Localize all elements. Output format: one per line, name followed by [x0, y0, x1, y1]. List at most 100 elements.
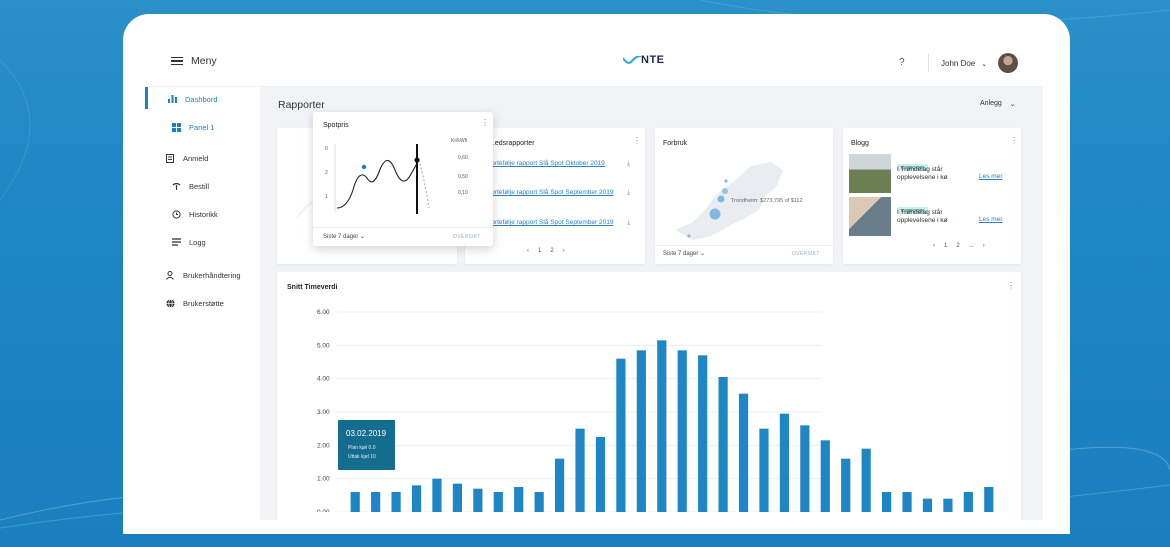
read-more-link[interactable]: Les mer [979, 216, 1003, 223]
top-bar: Meny NTE ? John Doe ⌄ [145, 40, 1043, 87]
y-tick-label: 3.00 [317, 409, 330, 416]
chart-bar[interactable] [554, 458, 565, 512]
chart-bar[interactable] [943, 498, 953, 512]
blog-tag: KATEGORI [897, 199, 928, 217]
forbruk-title: Forbruk [663, 140, 688, 147]
next-page-icon[interactable]: › [982, 243, 985, 249]
period-label: Siste 7 dager [663, 251, 699, 257]
page-ellipsis[interactable]: ... [968, 243, 974, 249]
next-page-icon[interactable]: › [562, 248, 565, 254]
page-2[interactable]: 2 [956, 243, 960, 249]
sidebar-item-label: Panel 1 [189, 122, 215, 132]
download-icon[interactable]: ⤓ [627, 219, 631, 226]
sidebar-item-label: Brukerstøtte [183, 298, 224, 308]
chart-bar[interactable] [963, 492, 973, 512]
forbruk-card: Forbruk Trondheim: $273,795 of $112 Sist… [655, 128, 833, 264]
prev-page-icon[interactable]: ‹ [933, 243, 935, 249]
read-more-link[interactable]: Les mer [979, 173, 1003, 180]
chart-bar[interactable] [575, 428, 585, 512]
active-indicator [145, 87, 148, 109]
report-link-3[interactable]: Portefølje rapport Slå Spot September 20… [487, 219, 614, 226]
download-icon[interactable]: ⤓ [627, 160, 631, 167]
chevron-down-icon: ⌄ [700, 251, 706, 257]
tooltip-line-2: Uttak kjøl 10 [348, 454, 376, 460]
oversikt-link[interactable]: OVERSIKT [792, 251, 820, 257]
period-select[interactable]: Siste 7 dager ⌄ [323, 233, 365, 240]
page-2[interactable]: 2 [550, 248, 554, 254]
tag-text: KATEGORI [897, 164, 928, 171]
chart-bar[interactable] [902, 492, 912, 512]
chart-bar[interactable] [350, 492, 360, 512]
sidebar-item-label: Logg [189, 237, 206, 247]
chart-bar[interactable] [779, 413, 790, 512]
chart-bar[interactable] [698, 355, 708, 512]
sidebar-item-bestill[interactable]: Bestill [171, 181, 209, 191]
page-1[interactable]: 1 [538, 248, 542, 254]
chevron-down-icon: ⌄ [360, 234, 366, 240]
oversikt-link[interactable]: OVERSIKT [453, 234, 481, 240]
report-link-1[interactable]: Portefølje rapport Slå Spot Oktober 2019 [487, 160, 605, 167]
chart-bar[interactable] [595, 437, 606, 512]
chart-bar[interactable] [922, 498, 933, 512]
chart-bar[interactable] [371, 492, 381, 512]
chevron-down-icon: ⌄ [981, 60, 988, 68]
anlegg-dropdown[interactable]: Anlegg ⌄ [980, 100, 1016, 108]
order-icon [171, 181, 181, 191]
y-left-tick: 2 [325, 170, 328, 176]
blog-image-landscape[interactable] [849, 154, 891, 193]
divider [313, 227, 493, 228]
chart-bar[interactable] [616, 358, 626, 512]
chart-bar[interactable] [820, 440, 830, 512]
page-title: Rapporter [278, 99, 325, 111]
more-icon[interactable]: ⋮ [481, 118, 489, 127]
chart-bar[interactable] [984, 487, 994, 512]
chart-bar[interactable] [514, 487, 524, 512]
blog-image-people[interactable] [849, 197, 891, 236]
chart-bar[interactable] [800, 425, 810, 512]
chart-bar[interactable] [657, 340, 667, 512]
nte-logo[interactable]: NTE [623, 54, 665, 66]
chart-bar[interactable] [881, 492, 892, 512]
chart-bar[interactable] [432, 478, 442, 512]
chart-bar[interactable] [391, 492, 401, 512]
sidebar-item-brukerstotte[interactable]: Brukerstøtte [165, 298, 224, 308]
chart-bar[interactable] [534, 492, 544, 512]
chart-bar[interactable] [452, 483, 463, 512]
more-icon[interactable]: ⋮ [1007, 281, 1015, 290]
chart-bar[interactable] [759, 428, 769, 512]
grid-icon [171, 122, 181, 132]
divider [655, 245, 833, 246]
cursor-point [414, 157, 420, 163]
sidebar-item-panel-1[interactable]: Panel 1 [171, 122, 214, 132]
report-link-2[interactable]: Portefølje rapport Slå Spot September 20… [487, 189, 614, 196]
unit-label: Kr/kWh [451, 138, 468, 144]
period-select[interactable]: Siste 7 dager ⌄ [663, 250, 705, 257]
avatar[interactable] [998, 53, 1018, 73]
sidebar-item-logg[interactable]: Logg [171, 237, 206, 247]
sidebar-item-anmeld[interactable]: Anmeld [165, 153, 208, 163]
chart-bar[interactable] [738, 393, 749, 512]
menu-button[interactable]: Meny [171, 55, 217, 67]
more-icon[interactable]: ⋮ [1010, 136, 1018, 145]
chart-bar[interactable] [841, 458, 851, 512]
chart-bar[interactable] [718, 377, 728, 512]
chart-bar[interactable] [861, 448, 871, 512]
page-1[interactable]: 1 [944, 243, 948, 249]
chart-bar[interactable] [473, 488, 483, 512]
chart-bar[interactable] [411, 485, 422, 512]
spotpris-title: Spotpris [323, 122, 349, 129]
sidebar-item-dashbord[interactable]: Dashbord [167, 94, 218, 104]
sidebar-item-brukerhandtering[interactable]: Brukerhåndtering [165, 270, 241, 280]
y-tick-label: 1.00 [317, 476, 330, 483]
user-menu[interactable]: John Doe ⌄ [941, 59, 987, 68]
more-icon[interactable]: ⋮ [633, 136, 641, 145]
download-icon[interactable]: ⤓ [627, 189, 631, 196]
prev-page-icon[interactable]: ‹ [527, 248, 529, 254]
sidebar-item-label: Brukerhåndtering [183, 270, 241, 280]
help-icon[interactable]: ? [899, 57, 905, 68]
y-left-tick: 1 [325, 194, 328, 200]
chart-bar[interactable] [493, 492, 503, 512]
chart-bar[interactable] [677, 350, 687, 512]
chart-bar[interactable] [636, 350, 646, 512]
sidebar-item-historikk[interactable]: Historikk [171, 209, 218, 219]
